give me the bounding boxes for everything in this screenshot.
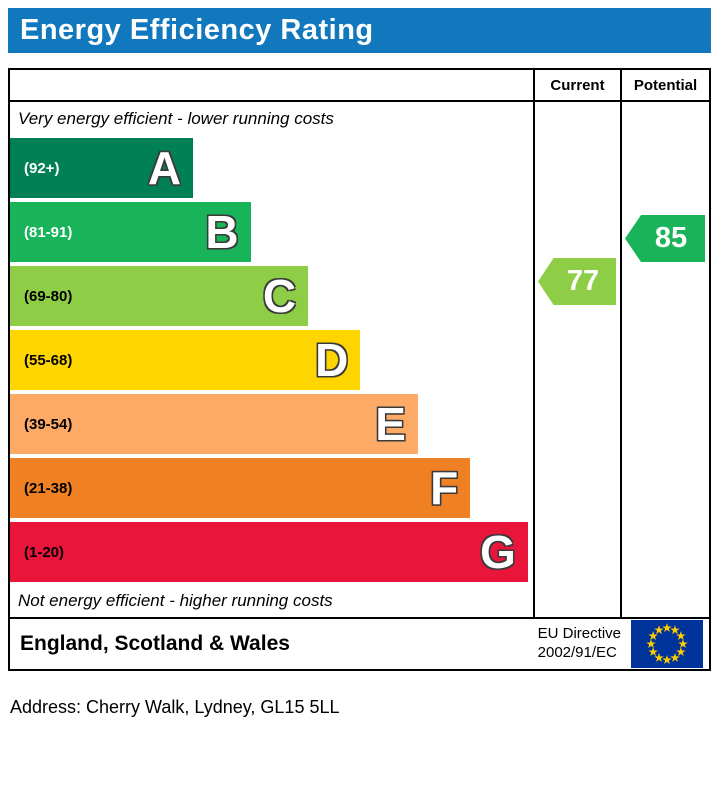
table-header-row: Current Potential	[10, 70, 709, 102]
band-row: (1-20) G	[10, 520, 533, 584]
potential-rating-column: 85	[620, 102, 709, 617]
band-b-range-label: (81-91)	[24, 223, 73, 241]
band-f-range-label: (21-38)	[24, 479, 73, 497]
band-bar-d: (55-68) D	[10, 330, 361, 390]
band-b-letter: B	[205, 206, 239, 258]
band-e-letter: E	[375, 398, 406, 450]
band-c-range-label: (69-80)	[24, 287, 73, 305]
current-rating-column: 77	[533, 102, 620, 617]
potential-column-header: Potential	[620, 70, 709, 100]
band-bar-g: (1-20) G	[10, 522, 528, 582]
band-d-letter: D	[315, 334, 349, 386]
current-column-header: Current	[533, 70, 620, 100]
bottom-note: Not energy efficient - higher running co…	[18, 590, 333, 610]
potential-rating-value: 85	[654, 222, 688, 254]
chart-title: Energy Efficiency Rating	[20, 14, 374, 46]
top-note: Very energy efficient - lower running co…	[18, 109, 334, 128]
table-footer-row: England, Scotland & Wales EU Directive 2…	[10, 617, 709, 669]
band-g-range-label: (1-20)	[24, 543, 65, 561]
header-chart-spacer	[10, 70, 533, 100]
eu-directive-line2: 2002/91/EC	[537, 644, 617, 661]
eu-directive-line1: EU Directive	[537, 625, 621, 643]
band-d-range-label: (55-68)	[24, 351, 73, 369]
band-row: (21-38) F	[10, 456, 533, 520]
current-rating-value: 77	[566, 265, 600, 297]
band-g-letter: G	[479, 526, 516, 578]
potential-rating-arrow: 85	[625, 215, 705, 262]
band-bar-a: (92+) A	[10, 138, 194, 198]
band-a-letter: A	[147, 142, 182, 194]
band-row: (81-91) B	[10, 200, 533, 264]
table-body: Very energy efficient - lower running co…	[10, 102, 709, 617]
band-bar-c: (69-80) C	[10, 266, 309, 326]
band-a-range-label: (92+)	[24, 159, 60, 177]
region-label: England, Scotland & Wales	[20, 632, 290, 655]
band-f-letter: F	[430, 462, 459, 514]
band-row: (55-68) D	[10, 328, 533, 392]
chart-title-bar: Energy Efficiency Rating	[8, 8, 711, 53]
band-bar-e: (39-54) E	[10, 394, 418, 454]
band-row: (69-80) C	[10, 264, 533, 328]
band-row: (39-54) E	[10, 392, 533, 456]
band-e-range-label: (39-54)	[24, 415, 73, 433]
epc-rating-table: Current Potential Very energy efficient …	[8, 68, 711, 671]
band-bar-f: (21-38) F	[10, 458, 471, 518]
band-row: (92+) A	[10, 136, 533, 200]
eu-flag-icon	[631, 620, 703, 668]
address-line: Address: Cherry Walk, Lydney, GL15 5LL	[10, 697, 340, 717]
band-c-letter: C	[262, 270, 297, 322]
rating-scale-column: Very energy efficient - lower running co…	[10, 102, 533, 617]
eu-directive-label: EU Directive 2002/91/EC	[538, 625, 621, 663]
current-rating-arrow: 77	[538, 258, 616, 305]
band-bar-b: (81-91) B	[10, 202, 251, 262]
